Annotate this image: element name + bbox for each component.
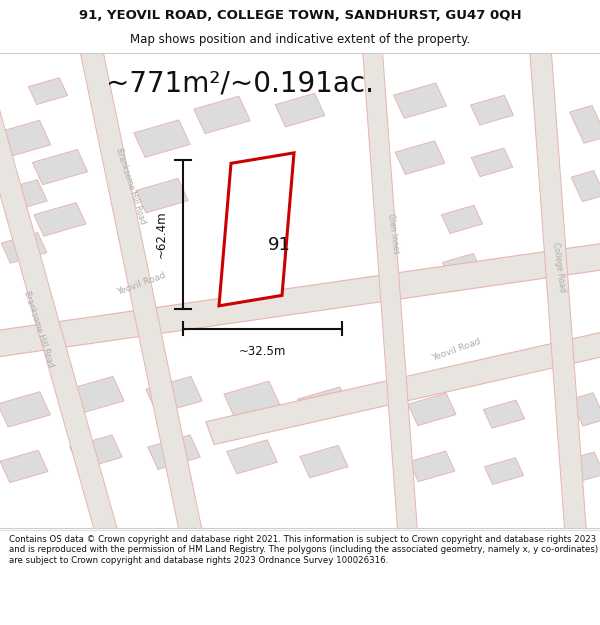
- Text: College Road: College Road: [551, 241, 567, 292]
- Text: ~771m²/~0.191ac.: ~771m²/~0.191ac.: [106, 70, 374, 98]
- Polygon shape: [0, 120, 51, 157]
- Polygon shape: [227, 440, 277, 474]
- Polygon shape: [408, 393, 456, 426]
- Polygon shape: [442, 205, 482, 234]
- Text: 91: 91: [268, 236, 290, 254]
- Polygon shape: [148, 435, 200, 469]
- Polygon shape: [298, 387, 350, 422]
- Polygon shape: [394, 83, 446, 118]
- Polygon shape: [1, 179, 47, 212]
- Polygon shape: [484, 400, 524, 428]
- Polygon shape: [362, 43, 418, 538]
- Polygon shape: [32, 149, 88, 185]
- Polygon shape: [68, 376, 124, 414]
- Polygon shape: [70, 435, 122, 469]
- Polygon shape: [28, 78, 68, 104]
- Polygon shape: [224, 381, 280, 419]
- Polygon shape: [471, 148, 513, 177]
- Polygon shape: [484, 458, 524, 484]
- Polygon shape: [146, 376, 202, 414]
- Polygon shape: [275, 93, 325, 127]
- Polygon shape: [300, 446, 348, 478]
- Polygon shape: [409, 451, 455, 482]
- Polygon shape: [569, 106, 600, 143]
- Polygon shape: [529, 43, 587, 538]
- Polygon shape: [0, 450, 48, 482]
- Polygon shape: [34, 202, 86, 236]
- Text: ~62.4m: ~62.4m: [155, 211, 168, 258]
- Polygon shape: [572, 452, 600, 481]
- Polygon shape: [79, 42, 203, 539]
- Polygon shape: [571, 392, 600, 426]
- Polygon shape: [571, 171, 600, 202]
- Polygon shape: [206, 327, 600, 444]
- Polygon shape: [134, 120, 190, 158]
- Polygon shape: [1, 232, 47, 263]
- Text: Glen Innes: Glen Innes: [386, 213, 400, 254]
- Polygon shape: [219, 153, 294, 306]
- Text: Branksome Hill Road: Branksome Hill Road: [114, 147, 148, 226]
- Polygon shape: [0, 240, 600, 361]
- Polygon shape: [194, 96, 250, 134]
- Polygon shape: [136, 178, 188, 213]
- Text: 91, YEOVIL ROAD, COLLEGE TOWN, SANDHURST, GU47 0QH: 91, YEOVIL ROAD, COLLEGE TOWN, SANDHURST…: [79, 9, 521, 22]
- Text: Contains OS data © Crown copyright and database right 2021. This information is : Contains OS data © Crown copyright and d…: [9, 535, 598, 565]
- Polygon shape: [395, 141, 445, 174]
- Text: Yeovil Road: Yeovil Road: [115, 271, 167, 296]
- Text: Branksome Hill Road: Branksome Hill Road: [22, 289, 56, 368]
- Polygon shape: [442, 254, 482, 280]
- Text: Yeovil Road: Yeovil Road: [430, 337, 482, 363]
- Text: ~32.5m: ~32.5m: [239, 345, 286, 358]
- Polygon shape: [0, 108, 119, 539]
- Polygon shape: [470, 95, 514, 125]
- Text: Map shows position and indicative extent of the property.: Map shows position and indicative extent…: [130, 33, 470, 46]
- Polygon shape: [0, 392, 50, 427]
